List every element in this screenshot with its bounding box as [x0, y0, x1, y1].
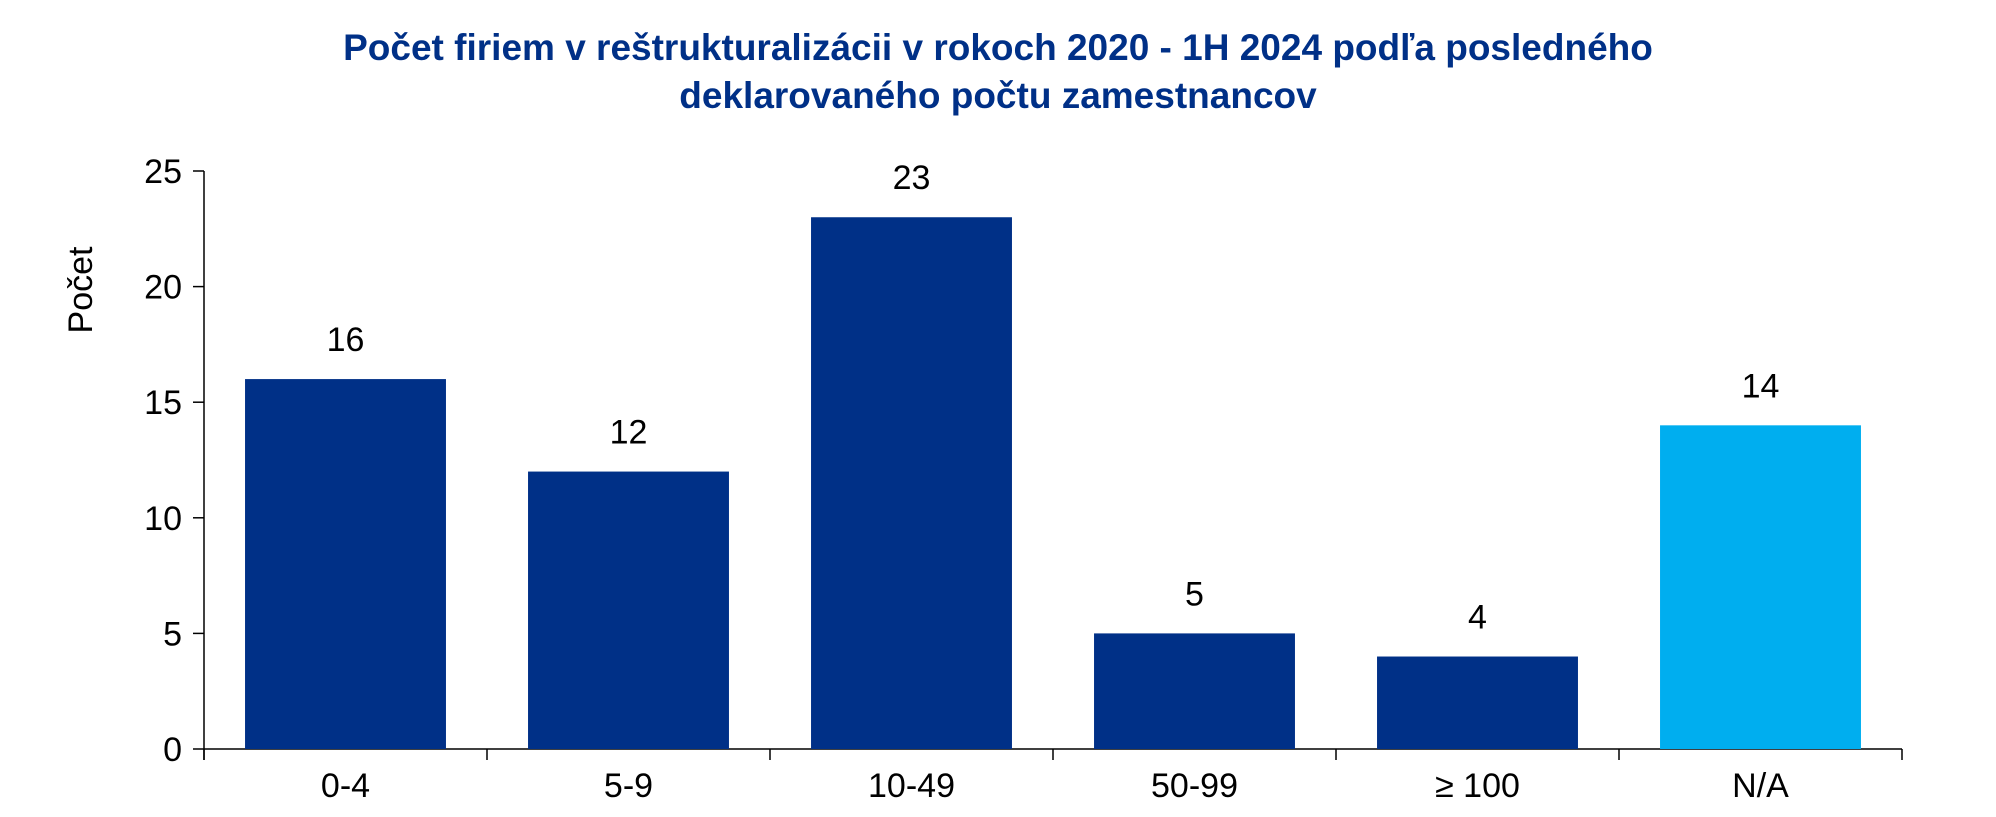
bar-0 [245, 379, 446, 749]
data-label-3: 5 [1185, 575, 1204, 613]
y-tick-label: 10 [144, 500, 182, 538]
y-tick-label: 0 [163, 731, 182, 769]
y-axis-label: Počet [62, 246, 100, 333]
x-category-label-1: 5-9 [604, 767, 653, 805]
x-category-label-2: 10-49 [868, 767, 955, 805]
bar-4 [1377, 656, 1578, 749]
bars-layer: 16 0-4 12 5-9 23 10-49 5 50-99 4 ≥ 100 14 N/A [245, 159, 1861, 805]
data-label-5: 14 [1742, 367, 1780, 405]
x-category-label-5: N/A [1732, 767, 1789, 805]
chart-title-line-1: Počet firiem v reštrukturalizácii v roko… [343, 27, 1653, 68]
y-tick-label: 25 [144, 153, 182, 191]
bar-2 [811, 217, 1012, 750]
y-tick-label: 5 [163, 615, 182, 653]
x-category-label-4: ≥ 100 [1435, 767, 1520, 805]
x-category-label-0: 0-4 [321, 767, 370, 805]
data-label-4: 4 [1468, 599, 1487, 637]
data-label-2: 23 [893, 159, 931, 197]
bar-1 [528, 471, 729, 749]
axis-layer: 0 5 10 15 20 25 [144, 153, 1903, 769]
x-category-label-3: 50-99 [1151, 767, 1238, 805]
bar-5 [1660, 425, 1861, 749]
data-label-1: 12 [610, 414, 648, 452]
bar-3 [1094, 633, 1295, 749]
chart-title-line-2: deklarovaného počtu zamestnancov [679, 75, 1317, 116]
data-label-0: 16 [327, 321, 365, 359]
y-tick-label: 20 [144, 269, 182, 307]
y-tick-label: 15 [144, 384, 182, 422]
